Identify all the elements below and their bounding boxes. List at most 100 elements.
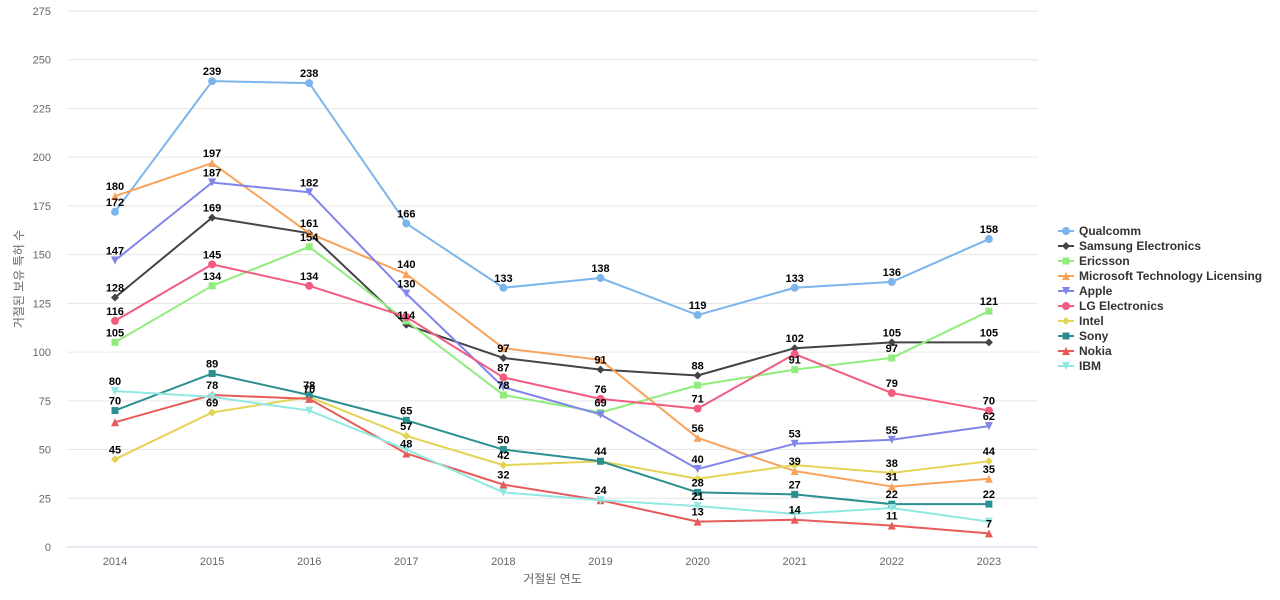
legend-item-lg-electronics[interactable]: LG Electronics: [1058, 299, 1164, 313]
grid-layer: [67, 10, 1038, 499]
data-label: 102: [786, 333, 804, 345]
y-tick-label: 200: [33, 152, 51, 164]
data-label: 119: [689, 300, 707, 312]
legend-item-intel[interactable]: Intel: [1058, 314, 1104, 328]
y-tick-label: 125: [33, 298, 51, 310]
data-point-lg-electronics: [402, 313, 411, 322]
data-point-nokia: [887, 521, 896, 530]
data-label: 161: [300, 218, 318, 230]
legend-marker: [1062, 332, 1070, 340]
data-point-apple: [111, 256, 119, 265]
data-label: 116: [106, 306, 124, 318]
data-label: 89: [206, 359, 218, 371]
y-tick-label: 75: [39, 396, 51, 408]
x-tick-label: 2016: [297, 556, 321, 568]
data-label: 38: [886, 458, 898, 470]
data-point-lg-electronics: [208, 260, 217, 269]
data-point-microsoft-technology-licensing: [111, 192, 119, 201]
data-label: 69: [594, 398, 606, 410]
data-label: 182: [300, 177, 318, 189]
data-point-qualcomm: [887, 277, 896, 286]
y-tick-label: 275: [33, 6, 51, 18]
data-point-nokia: [790, 515, 799, 524]
data-label: 28: [691, 477, 703, 489]
series-line-intel: [114, 395, 990, 480]
data-label: 197: [203, 148, 221, 160]
data-label: 166: [397, 208, 415, 220]
data-label: 121: [980, 296, 998, 308]
y-tick-label: 50: [39, 445, 51, 457]
data-point-microsoft-technology-licensing: [693, 433, 702, 442]
data-point-apple: [693, 465, 702, 474]
legend-item-ibm[interactable]: IBM: [1058, 359, 1101, 373]
data-point-samsung-electronics: [790, 344, 799, 353]
data-label: 22: [886, 489, 898, 501]
data-label: 78: [497, 380, 509, 392]
data-label: 154: [300, 232, 319, 244]
data-label: 44: [594, 446, 607, 458]
x-tick-label: 2022: [880, 556, 904, 568]
data-label: 91: [789, 355, 801, 367]
legend-item-ericsson[interactable]: Ericsson: [1058, 254, 1130, 268]
y-tick-label: 0: [45, 542, 51, 554]
data-label: 40: [691, 454, 703, 466]
data-point-microsoft-technology-licensing: [208, 159, 217, 168]
legend-item-sony[interactable]: Sony: [1058, 329, 1109, 343]
data-label: 87: [497, 362, 509, 374]
data-point-lg-electronics: [596, 394, 605, 403]
legend-marker: [1062, 257, 1070, 265]
data-label: 88: [691, 360, 703, 372]
data-point-intel: [887, 468, 896, 477]
data-point-ibm: [790, 509, 799, 518]
data-label: 42: [497, 450, 509, 462]
series-layer: [111, 77, 993, 538]
data-label: 105: [980, 327, 998, 339]
data-point-samsung-electronics: [693, 371, 702, 380]
data-point-intel: [790, 461, 799, 470]
data-label: 133: [786, 273, 804, 285]
data-label: 97: [886, 343, 898, 355]
data-label: 44: [983, 446, 996, 458]
data-point-qualcomm: [790, 283, 799, 292]
data-point-ericsson: [208, 282, 216, 290]
data-point-sony: [791, 490, 799, 498]
data-point-samsung-electronics: [984, 338, 993, 347]
legend-item-apple[interactable]: Apple: [1058, 284, 1113, 298]
data-label: 76: [594, 384, 606, 396]
x-tick-label: 2023: [977, 556, 1001, 568]
series-ericsson: [111, 243, 993, 417]
legend-item-microsoft-technology-licensing[interactable]: Microsoft Technology Licensing: [1058, 269, 1262, 283]
data-point-ibm: [596, 496, 605, 505]
data-point-lg-electronics: [984, 406, 993, 415]
data-label: 48: [400, 438, 412, 450]
data-label: 80: [109, 376, 121, 388]
data-label: 105: [883, 327, 901, 339]
data-point-ibm: [887, 504, 896, 513]
data-point-ericsson: [791, 366, 799, 374]
data-point-samsung-electronics: [596, 365, 605, 374]
data-point-apple: [499, 383, 508, 392]
data-point-ibm: [693, 502, 702, 511]
data-point-sony: [402, 416, 410, 424]
data-point-qualcomm: [693, 311, 702, 320]
legend-item-nokia[interactable]: Nokia: [1058, 344, 1112, 358]
data-label: 172: [106, 197, 124, 209]
legend-marker: [1062, 272, 1070, 280]
legend-label: Apple: [1079, 284, 1113, 298]
data-point-microsoft-technology-licensing: [596, 355, 605, 364]
data-point-intel: [111, 455, 119, 464]
data-label: 147: [106, 245, 124, 257]
data-point-samsung-electronics: [208, 213, 217, 222]
legend-item-samsung-electronics[interactable]: Samsung Electronics: [1058, 239, 1201, 253]
series-line-qualcomm: [114, 80, 990, 317]
data-point-ibm: [208, 392, 217, 401]
data-point-sony: [499, 446, 507, 454]
data-point-intel: [693, 474, 702, 483]
data-point-intel: [208, 408, 217, 417]
legend-marker: [1062, 227, 1070, 235]
data-label: 55: [886, 425, 898, 437]
series-line-microsoft-technology-licensing: [114, 162, 989, 488]
data-point-nokia: [305, 394, 314, 403]
legend-item-qualcomm[interactable]: Qualcomm: [1058, 224, 1141, 238]
data-label: 14: [789, 505, 802, 517]
